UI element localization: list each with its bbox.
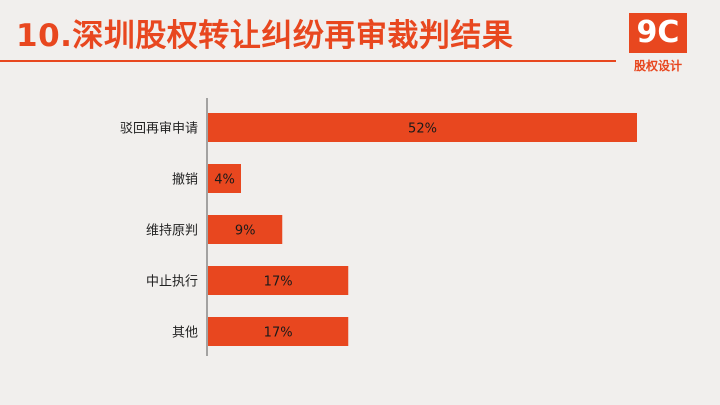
bar-value-label: 17%	[264, 326, 293, 341]
bar-value-label: 52%	[408, 122, 437, 137]
page-title: 10.深圳股权转让纠纷再审裁判结果	[16, 18, 514, 54]
category-label: 其他	[172, 326, 198, 341]
brand-logo: 9C	[629, 13, 687, 53]
bar-4	[208, 266, 349, 295]
category-label: 驳回再审申请	[120, 122, 198, 137]
bar-2	[208, 164, 241, 193]
category-label: 撤销	[172, 172, 198, 188]
category-label: 中止执行	[146, 275, 198, 290]
bar-1	[208, 113, 637, 142]
title-underline	[0, 60, 616, 62]
bar-value-label: 9%	[235, 224, 256, 239]
brand-subtitle: 股权设计	[633, 59, 682, 73]
category-label: 维持原判	[146, 224, 198, 239]
bar-value-label: 4%	[214, 173, 235, 188]
bar-5	[208, 317, 349, 346]
bar-3	[208, 215, 283, 244]
bar-value-label: 17%	[264, 275, 293, 290]
